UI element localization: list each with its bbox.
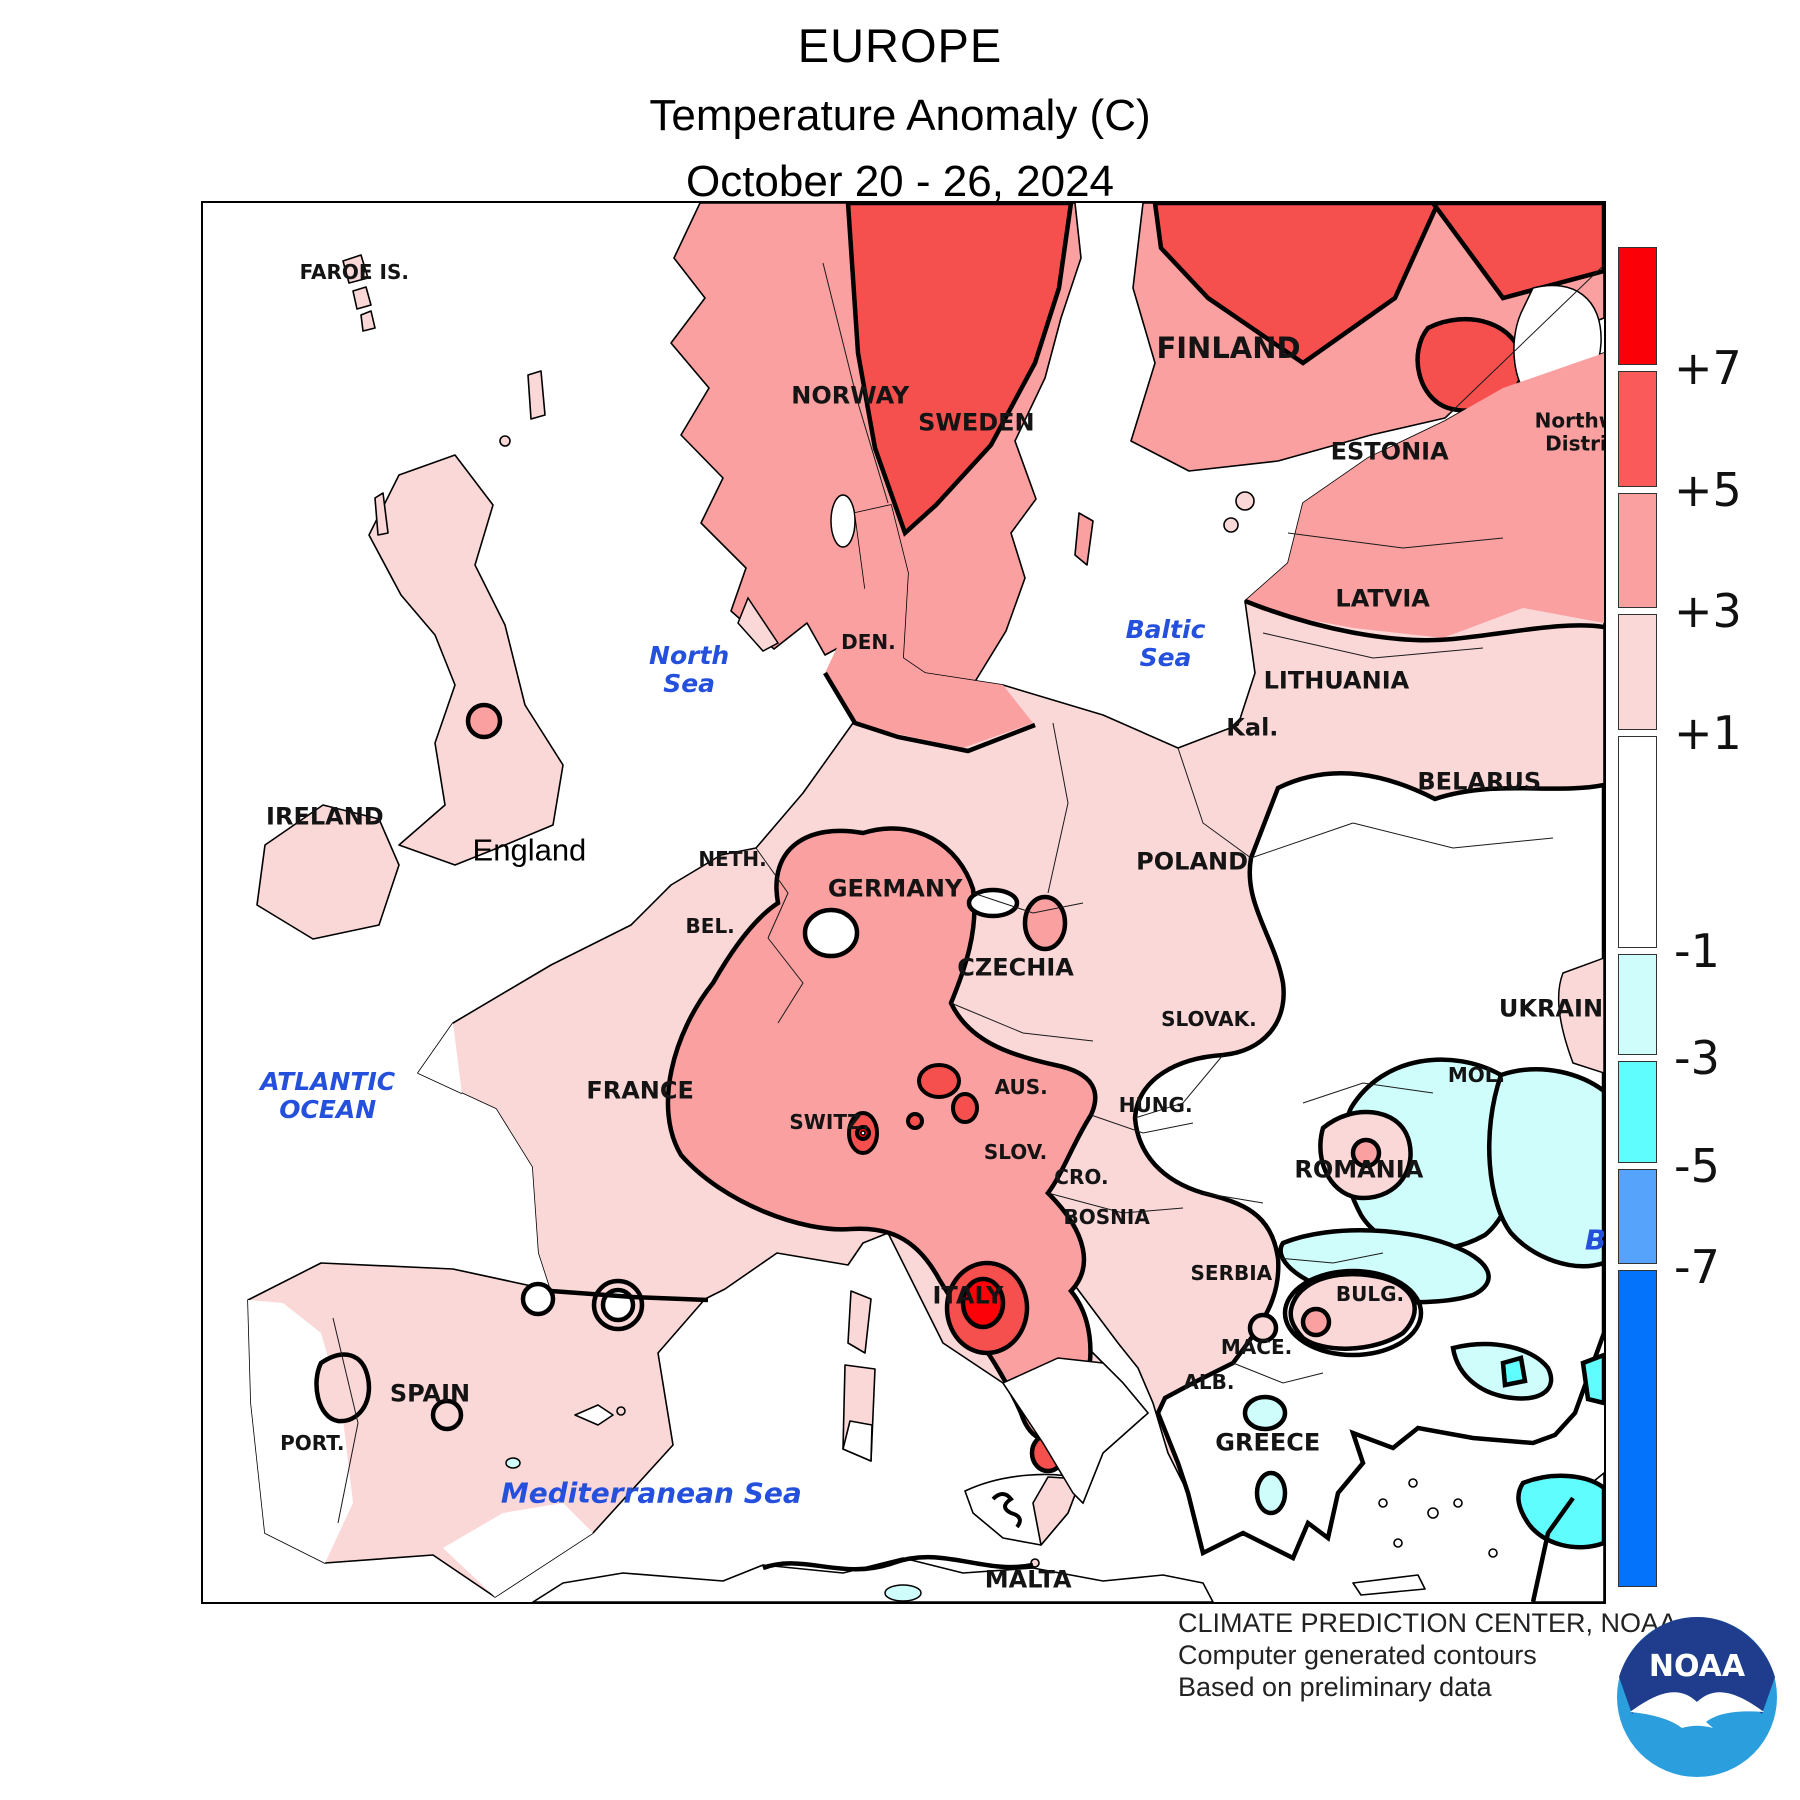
map-label-slovak: SLOVAK. [1161,1007,1257,1029]
map-label-bel: BEL. [686,915,735,937]
map-label-france: FRANCE [586,1078,694,1105]
map-label-northw-distri: Northw Distri [1535,410,1606,455]
legend-tick-1: -1 [1674,927,1800,975]
map-label-port: PORT. [280,1431,344,1453]
credits-line-3: Based on preliminary data [1178,1672,1677,1704]
map-label-finland: FINLAND [1156,332,1300,364]
anomaly-colorbar [1618,247,1657,1593]
legend-segment-3 [1618,493,1657,608]
legend-segment-9 [1618,1270,1657,1587]
legend-segment-7 [1618,1061,1657,1163]
legend-segment-4 [1618,614,1657,730]
map-label-romania: ROMANIA [1294,1156,1423,1183]
map-label-b: B [1585,1224,1606,1255]
map-label-poland: POLAND [1136,848,1248,875]
legend-tick-7: -7 [1674,1243,1800,1291]
map-date-range: October 20 - 26, 2024 [0,157,1800,207]
map-label-england: England [473,833,587,868]
map-label-ireland: IRELAND [266,804,384,831]
map-label-den: DEN. [841,631,896,653]
map-label-north-sea: North Sea [649,642,729,698]
map-title: EUROPE [0,18,1800,73]
noaa-logo: NOAA [1612,1612,1782,1782]
europe-anomaly-map: FAROE IS. NORWAY SWEDEN FINLAND Northw Distr… [201,201,1606,1604]
map-label-sweden: SWEDEN [918,409,1035,436]
map-label-bulg: BULG. [1336,1283,1404,1305]
map-subtitle: Temperature Anomaly (C) [0,91,1800,141]
legend-tick-3: +3 [1674,587,1800,635]
map-label-neth: NETH. [698,848,766,870]
map-label-spain: SPAIN [390,1380,470,1407]
legend-segment-8 [1618,1169,1657,1264]
legend-segment-5 [1618,736,1657,948]
map-label-germany: GERMANY [828,875,963,902]
map-label-latvia: LATVIA [1335,585,1429,612]
legend-tick-1: +1 [1674,709,1800,757]
map-label-lithuania: LITHUANIA [1264,668,1410,695]
credits-line-2: Computer generated contours [1178,1640,1677,1672]
map-label-slov: SLOV. [984,1140,1047,1162]
map-label-bosnia: BOSNIA [1063,1206,1149,1228]
map-label-faroe-is: FAROE IS. [300,260,409,282]
credits-line-1: CLIMATE PREDICTION CENTER, NOAA [1178,1608,1677,1640]
map-label-mace: MACE. [1221,1336,1292,1358]
map-label-italy: ITALY [932,1282,1003,1309]
map-label-cro: CRO. [1054,1166,1108,1188]
map-label-czechia: CZECHIA [957,955,1074,982]
legend-segment-2 [1618,371,1657,487]
title-block: EUROPE Temperature Anomaly (C) October 2… [0,10,1800,207]
map-label-belarus: BELARUS [1417,769,1541,796]
map-label-malta: MALTA [985,1566,1072,1593]
map-label-norway: NORWAY [791,383,909,410]
legend-tick-7: +7 [1674,344,1800,392]
noaa-logo-text: NOAA [1649,1649,1746,1684]
legend-tick-5: +5 [1674,466,1800,514]
map-label-aus: AUS. [995,1076,1048,1098]
legend-segment-6 [1618,954,1657,1055]
credits-block: CLIMATE PREDICTION CENTER, NOAA Computer… [1178,1608,1677,1704]
map-label-switz: SWITZ. [789,1111,869,1133]
page: { "title": { "line1": "EUROPE", "line2":… [0,0,1800,1800]
map-label-greece: GREECE [1215,1429,1320,1456]
map-label-kal: Kal. [1226,714,1278,741]
map-label-mediterranean-sea: Mediterranean Sea [501,1477,802,1508]
map-label-ukraine: UKRAINE [1499,995,1606,1022]
legend-tick-3: -3 [1674,1034,1800,1082]
legend-segment-1 [1618,247,1657,365]
map-labels-layer: FAROE IS. NORWAY SWEDEN FINLAND Northw Distr… [203,203,1604,1602]
map-label-alb: ALB. [1183,1371,1234,1393]
map-label-atlantic-ocean: ATLANTIC OCEAN [260,1068,395,1124]
map-label-hung: HUNG. [1119,1094,1193,1116]
map-label-serbia: SERBIA [1191,1262,1273,1284]
map-label-baltic-sea: Baltic Sea [1126,616,1206,672]
legend-tick-5: -5 [1674,1142,1800,1190]
map-label-estonia: ESTONIA [1331,439,1449,466]
map-label-mol: MOL. [1448,1063,1505,1085]
